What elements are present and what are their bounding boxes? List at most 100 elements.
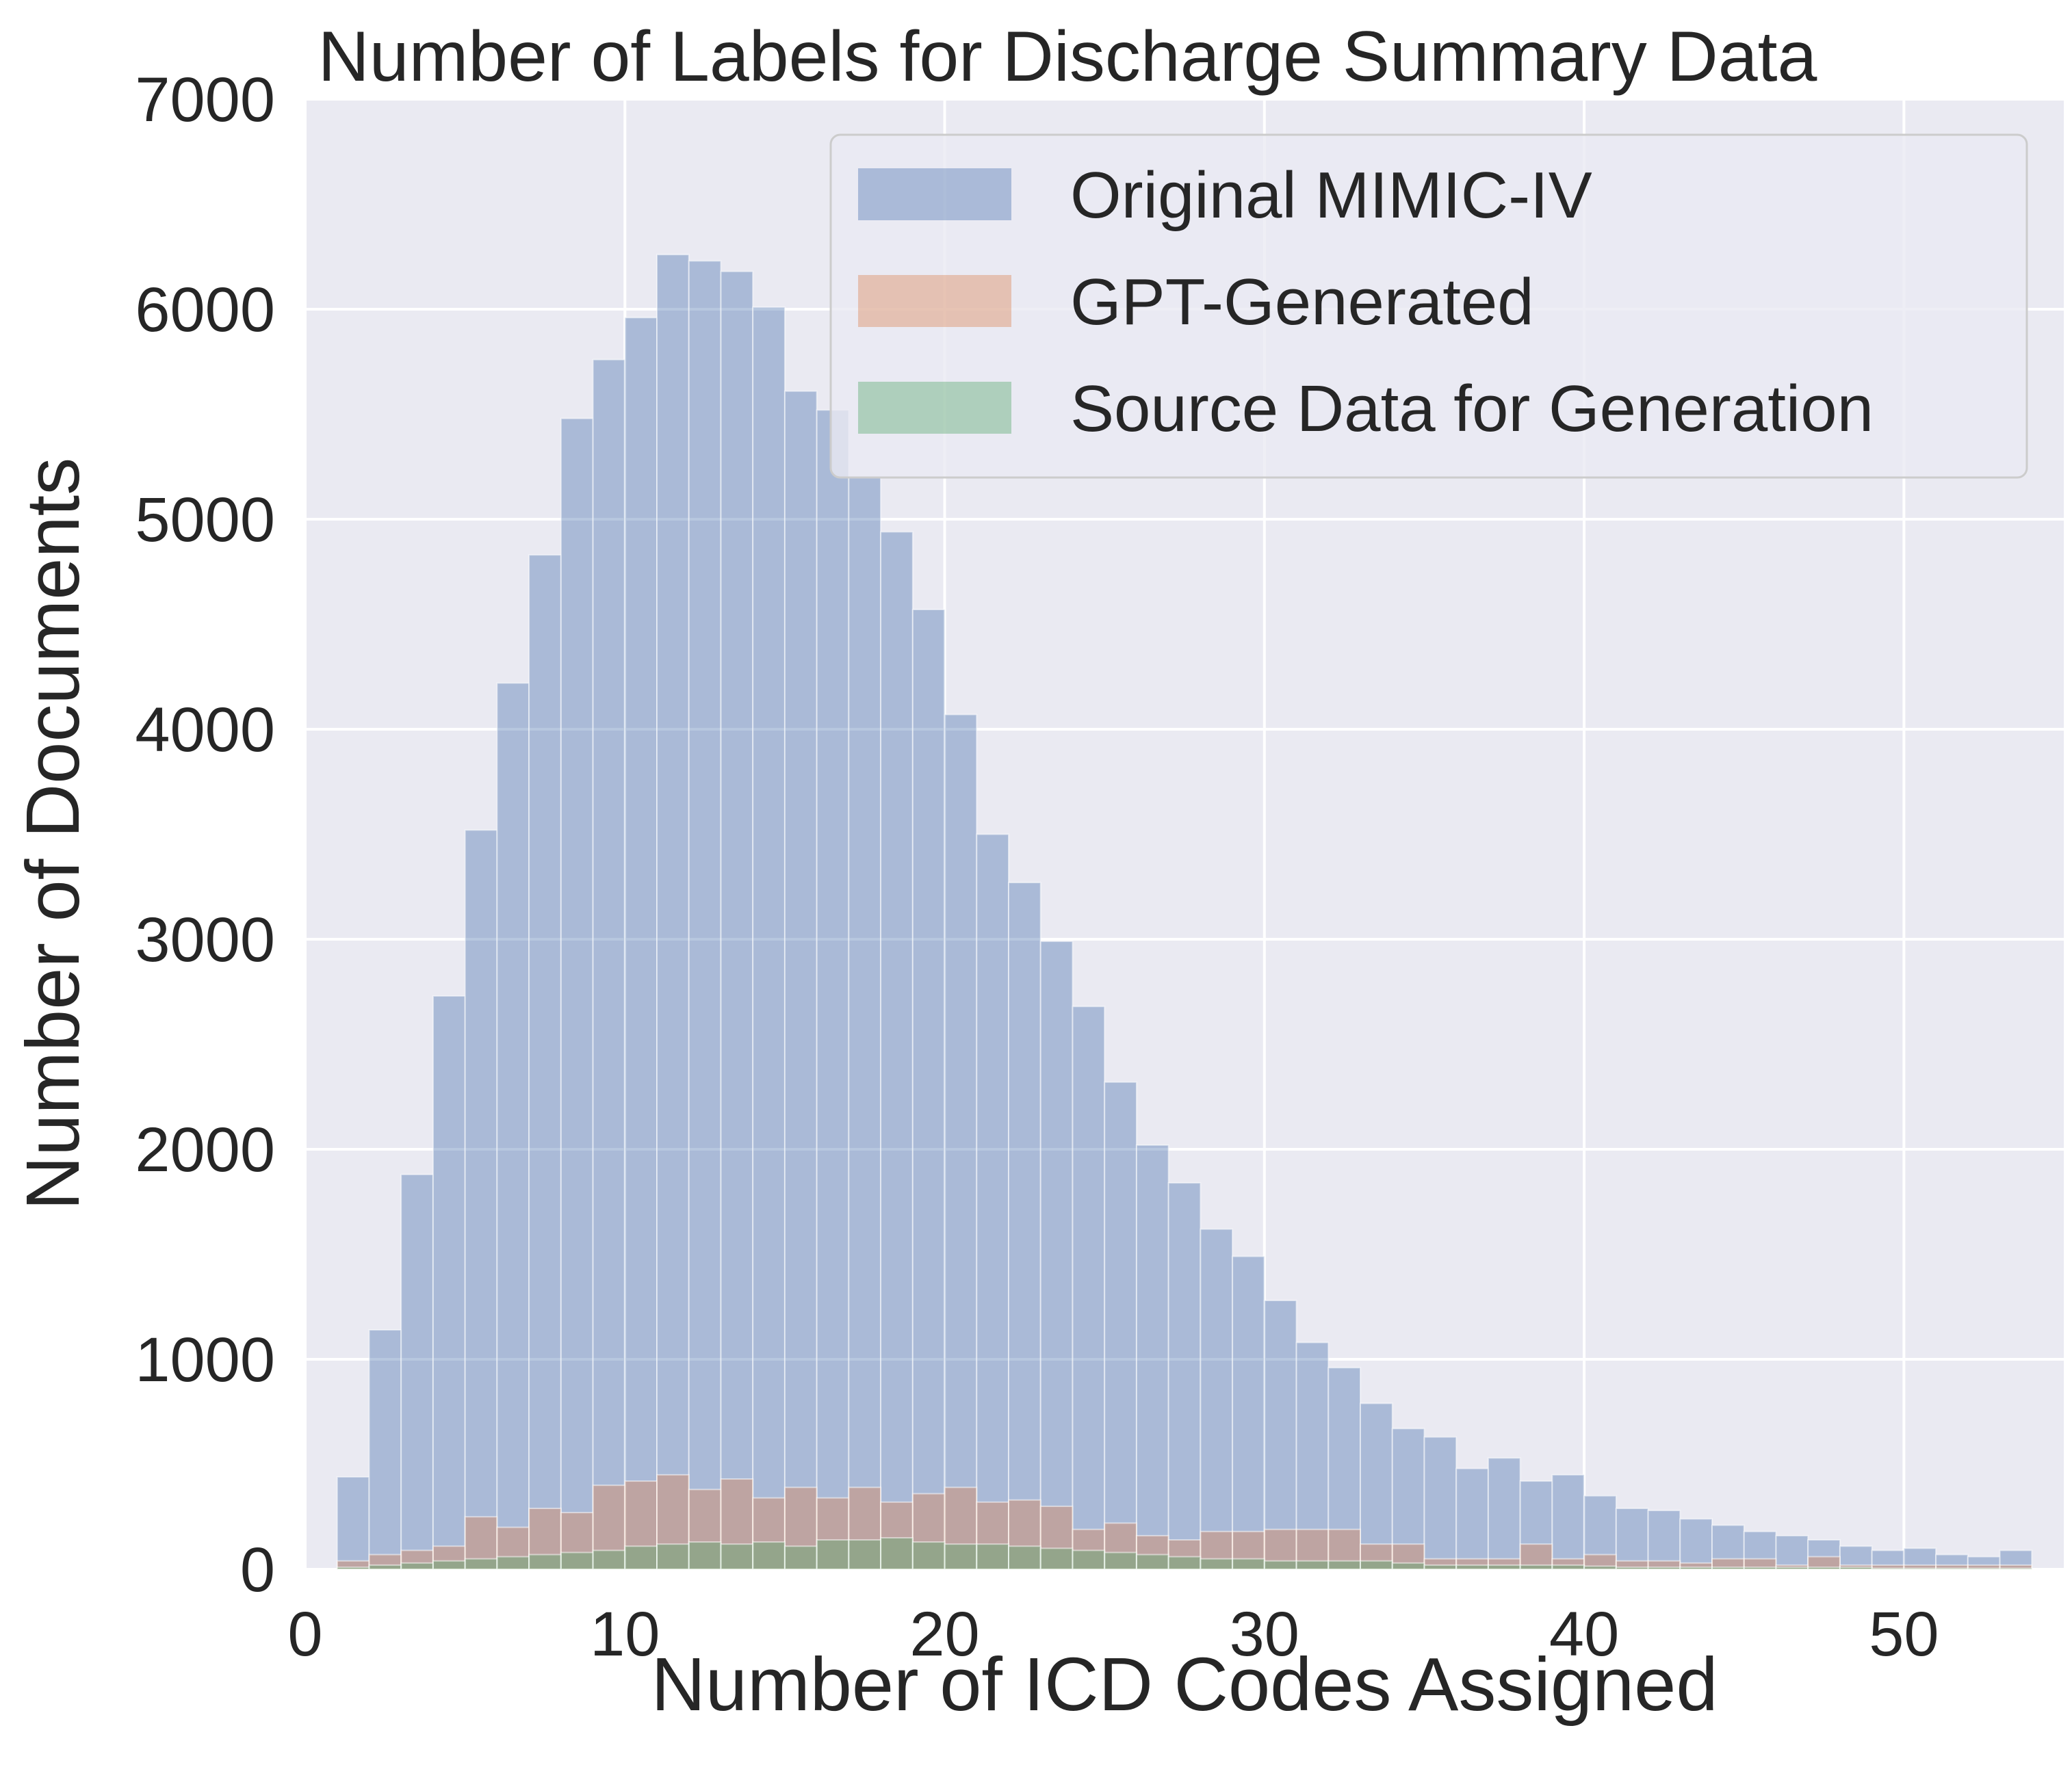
bar-source bbox=[464, 1558, 498, 1570]
bar-source bbox=[1711, 1566, 1745, 1570]
y-tick-label: 3000 bbox=[135, 905, 275, 975]
bar-source bbox=[1360, 1560, 1393, 1570]
bar-source bbox=[1743, 1566, 1777, 1570]
bar-source bbox=[1935, 1567, 1969, 1571]
bar-source bbox=[752, 1541, 786, 1571]
bar-original bbox=[624, 317, 658, 1570]
x-tick-label: 10 bbox=[590, 1599, 660, 1669]
bar-gpt bbox=[848, 1487, 882, 1571]
bar-source bbox=[1232, 1558, 1265, 1570]
bar-source bbox=[592, 1549, 626, 1571]
bar-source bbox=[1551, 1564, 1585, 1571]
bar-source bbox=[1807, 1566, 1841, 1570]
bar-gpt bbox=[432, 1545, 466, 1570]
bar-source bbox=[336, 1566, 370, 1570]
bar-source bbox=[1583, 1565, 1617, 1571]
series-original bbox=[336, 254, 2033, 1571]
bar-source bbox=[432, 1560, 466, 1570]
bar-original bbox=[1072, 1006, 1106, 1570]
bar-source bbox=[688, 1541, 722, 1571]
bar-source bbox=[1072, 1549, 1106, 1571]
y-tick-label: 1000 bbox=[135, 1325, 275, 1395]
bar-original bbox=[720, 270, 754, 1570]
bar-source bbox=[1519, 1564, 1553, 1571]
x-tick-label: 0 bbox=[287, 1599, 322, 1669]
bar-gpt bbox=[464, 1516, 498, 1570]
bar-original bbox=[848, 476, 882, 1570]
bar-source bbox=[1487, 1564, 1521, 1571]
bar-source bbox=[784, 1545, 818, 1570]
series-source bbox=[336, 1536, 2033, 1571]
bar-original bbox=[1039, 941, 1074, 1570]
bar-original bbox=[1008, 882, 1041, 1570]
bar-gpt bbox=[624, 1480, 658, 1571]
bars-group bbox=[336, 254, 2033, 1571]
bar-source bbox=[1167, 1556, 1202, 1571]
bar-original bbox=[1551, 1474, 1585, 1571]
legend-swatch-source bbox=[858, 382, 1011, 434]
y-tick-label: 4000 bbox=[135, 695, 275, 765]
bar-source bbox=[976, 1543, 1009, 1570]
y-tick-labels: 0 1000 2000 3000 4000 5000 6000 7000 bbox=[135, 65, 275, 1605]
legend-swatch-original bbox=[858, 168, 1011, 220]
bar-original bbox=[1167, 1182, 1202, 1570]
bar-gpt bbox=[720, 1478, 754, 1570]
bar-gpt bbox=[400, 1549, 434, 1571]
bar-gpt bbox=[592, 1484, 626, 1570]
bar-source bbox=[1839, 1566, 1873, 1570]
x-tick-label: 40 bbox=[1549, 1599, 1619, 1669]
bar-source bbox=[656, 1543, 690, 1570]
bar-original bbox=[400, 1173, 434, 1570]
bar-source bbox=[1423, 1564, 1458, 1571]
bar-source bbox=[560, 1552, 594, 1570]
bar-gpt bbox=[1104, 1522, 1137, 1570]
y-tick-label: 6000 bbox=[135, 275, 275, 345]
x-tick-label: 50 bbox=[1869, 1599, 1939, 1669]
legend-swatch-gpt bbox=[858, 275, 1011, 327]
bar-gpt bbox=[1328, 1528, 1361, 1570]
bar-source bbox=[624, 1545, 658, 1570]
bar-original bbox=[911, 609, 946, 1570]
y-tick-label: 5000 bbox=[135, 485, 275, 555]
bar-gpt bbox=[528, 1507, 562, 1570]
bar-original bbox=[1679, 1518, 1713, 1571]
bar-original bbox=[656, 254, 690, 1570]
bar-original bbox=[1295, 1341, 1330, 1570]
bar-original bbox=[816, 409, 850, 1570]
bar-source bbox=[720, 1543, 754, 1570]
bar-original bbox=[432, 995, 466, 1570]
bar-source bbox=[1871, 1567, 1905, 1571]
bar-original bbox=[1423, 1436, 1458, 1571]
legend-frame bbox=[829, 133, 2028, 479]
bar-source bbox=[944, 1543, 978, 1570]
bar-gpt bbox=[1263, 1528, 1297, 1570]
bar-original bbox=[880, 531, 914, 1570]
bar-gpt bbox=[1039, 1505, 1074, 1570]
bar-gpt bbox=[880, 1501, 914, 1571]
bar-original bbox=[1200, 1228, 1234, 1571]
bar-original bbox=[1328, 1367, 1361, 1571]
bar-original bbox=[784, 390, 818, 1570]
bar-original bbox=[1232, 1255, 1265, 1570]
bar-original bbox=[528, 554, 562, 1571]
bar-source bbox=[1295, 1560, 1330, 1570]
bar-source bbox=[400, 1562, 434, 1571]
bar-source bbox=[1775, 1566, 1809, 1570]
bar-source bbox=[1200, 1558, 1234, 1570]
bar-source bbox=[1008, 1545, 1041, 1570]
bar-original bbox=[1743, 1530, 1777, 1570]
bar-source bbox=[1039, 1547, 1074, 1571]
x-tick-label: 30 bbox=[1230, 1599, 1299, 1669]
bar-source bbox=[1328, 1560, 1361, 1570]
bar-source bbox=[368, 1564, 402, 1571]
bar-original bbox=[368, 1329, 402, 1571]
bar-source bbox=[1679, 1566, 1713, 1570]
legend-label-original: Original MIMIC-IV bbox=[1070, 159, 1592, 232]
y-tick-label: 2000 bbox=[135, 1115, 275, 1185]
bar-source bbox=[528, 1554, 562, 1571]
bar-original bbox=[1487, 1457, 1521, 1571]
bar-source bbox=[848, 1539, 882, 1571]
bar-source bbox=[1263, 1560, 1297, 1570]
bar-original bbox=[1711, 1524, 1745, 1571]
